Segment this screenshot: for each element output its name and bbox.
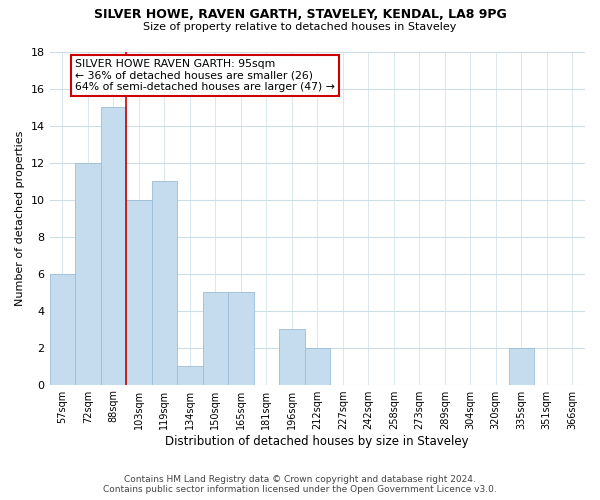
Bar	[50, 274, 75, 384]
Bar	[126, 200, 152, 384]
Text: SILVER HOWE, RAVEN GARTH, STAVELEY, KENDAL, LA8 9PG: SILVER HOWE, RAVEN GARTH, STAVELEY, KEND…	[94, 8, 506, 20]
Bar	[305, 348, 330, 385]
Bar	[152, 181, 177, 384]
Text: SILVER HOWE RAVEN GARTH: 95sqm
← 36% of detached houses are smaller (26)
64% of : SILVER HOWE RAVEN GARTH: 95sqm ← 36% of …	[75, 59, 335, 92]
X-axis label: Distribution of detached houses by size in Staveley: Distribution of detached houses by size …	[166, 434, 469, 448]
Bar	[509, 348, 534, 385]
Bar	[177, 366, 203, 384]
Bar	[228, 292, 254, 384]
Text: Contains HM Land Registry data © Crown copyright and database right 2024.
Contai: Contains HM Land Registry data © Crown c…	[103, 474, 497, 494]
Text: Size of property relative to detached houses in Staveley: Size of property relative to detached ho…	[143, 22, 457, 32]
Bar	[203, 292, 228, 384]
Bar	[101, 107, 126, 384]
Bar	[75, 162, 101, 384]
Y-axis label: Number of detached properties: Number of detached properties	[15, 130, 25, 306]
Bar	[279, 329, 305, 384]
